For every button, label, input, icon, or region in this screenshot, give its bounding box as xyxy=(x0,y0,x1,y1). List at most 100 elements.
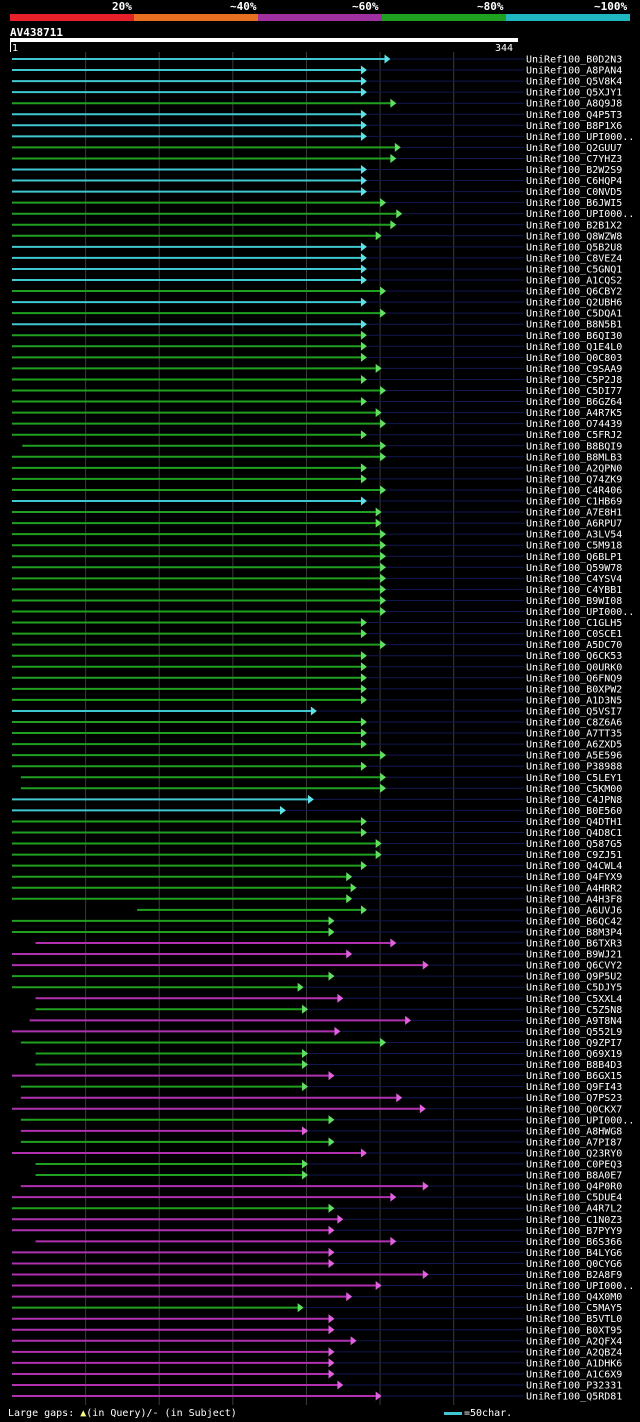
hit-name-label[interactable]: UniRef100_Q9ZPI7 xyxy=(526,1038,622,1049)
hit-name-label[interactable]: UniRef100_B0D2N3 xyxy=(526,55,622,66)
hit-row[interactable]: UniRef100_Q2UBH6 xyxy=(12,297,622,309)
hit-name-label[interactable]: UniRef100_C5P2J8 xyxy=(526,375,622,386)
hit-row[interactable]: UniRef100_A4HRR2 xyxy=(12,883,622,894)
hit-row[interactable]: UniRef100_Q587G5 xyxy=(12,839,622,850)
hit-name-label[interactable]: UniRef100_B4LYG6 xyxy=(526,1248,622,1259)
hit-name-label[interactable]: UniRef100_C1N0Z3 xyxy=(526,1215,622,1226)
hit-name-label[interactable]: UniRef100_Q5B2U8 xyxy=(526,242,622,253)
hit-row[interactable]: UniRef100_A8HWG8 xyxy=(20,1126,622,1137)
hit-name-label[interactable]: UniRef100_A5E596 xyxy=(526,751,622,762)
hit-name-label[interactable]: UniRef100_Q0C803 xyxy=(526,353,622,364)
hit-name-label[interactable]: UniRef100_Q6CBY2 xyxy=(526,287,622,298)
hit-name-label[interactable]: UniRef100_A8Q9J8 xyxy=(526,99,622,110)
hit-row[interactable]: UniRef100_A9T8N4 xyxy=(29,1015,623,1027)
hit-row[interactable]: UniRef100_A4R7L2 xyxy=(12,1203,622,1215)
hit-name-label[interactable]: UniRef100_B6GX15 xyxy=(526,1071,622,1082)
hit-row[interactable]: UniRef100_A1CQS2 xyxy=(12,275,622,287)
hit-row[interactable]: UniRef100_O74439 xyxy=(12,419,622,430)
hit-row[interactable]: UniRef100_Q4P0R0 xyxy=(20,1181,622,1193)
hit-row[interactable]: UniRef100_B0E560 xyxy=(12,805,622,817)
hit-name-label[interactable]: UniRef100_B0XT95 xyxy=(526,1325,622,1336)
hit-name-label[interactable]: UniRef100_UPI000.. xyxy=(526,209,634,220)
hit-name-label[interactable]: UniRef100_Q5RD81 xyxy=(526,1392,622,1403)
hit-name-label[interactable]: UniRef100_C5Z5N8 xyxy=(526,1005,622,1016)
hit-name-label[interactable]: UniRef100_Q6BLP1 xyxy=(526,552,622,563)
hit-name-label[interactable]: UniRef100_C5MAY5 xyxy=(526,1303,622,1314)
hit-name-label[interactable]: UniRef100_C7YHZ3 xyxy=(526,154,622,165)
hit-row[interactable]: UniRef100_B2A8F9 xyxy=(12,1270,622,1281)
hit-name-label[interactable]: UniRef100_A1CQS2 xyxy=(526,276,622,287)
hit-name-label[interactable]: UniRef100_C6HQP4 xyxy=(526,176,622,187)
hit-name-label[interactable]: UniRef100_C5DUE4 xyxy=(526,1193,622,1204)
hit-name-label[interactable]: UniRef100_A4H3F8 xyxy=(526,894,622,905)
hit-row[interactable]: UniRef100_C8Z6A6 xyxy=(12,717,622,729)
hit-row[interactable]: UniRef100_C1HB69 xyxy=(12,496,622,508)
hit-row[interactable]: UniRef100_Q74ZK9 xyxy=(12,474,622,485)
hit-row[interactable]: UniRef100_C4YSV4 xyxy=(12,573,622,585)
hit-row[interactable]: UniRef100_C7YHZ3 xyxy=(12,153,622,165)
hit-name-label[interactable]: UniRef100_Q6FNQ9 xyxy=(526,673,622,684)
hit-name-label[interactable]: UniRef100_UPI000.. xyxy=(526,607,634,618)
hit-row[interactable]: UniRef100_C0SCE1 xyxy=(12,629,622,640)
hit-name-label[interactable]: UniRef100_C5DJY5 xyxy=(526,983,622,994)
hit-row[interactable]: UniRef100_Q6CBY2 xyxy=(12,286,622,298)
hit-row[interactable]: UniRef100_C5MAY5 xyxy=(12,1303,622,1314)
hit-row[interactable]: UniRef100_UPI000.. xyxy=(12,209,634,220)
hit-row[interactable]: UniRef100_B9WI08 xyxy=(12,595,622,607)
hit-name-label[interactable]: UniRef100_A7TT35 xyxy=(526,729,622,740)
hit-name-label[interactable]: UniRef100_C4JPN8 xyxy=(526,795,622,806)
hit-name-label[interactable]: UniRef100_Q6CVY2 xyxy=(526,961,622,972)
hit-row[interactable]: UniRef100_B0XPW2 xyxy=(12,684,622,695)
hit-row[interactable]: UniRef100_UPI000.. xyxy=(12,1281,634,1292)
hit-row[interactable]: UniRef100_Q5V8K4 xyxy=(12,76,622,88)
hit-name-label[interactable]: UniRef100_Q4FYX9 xyxy=(526,872,622,883)
hit-row[interactable]: UniRef100_Q6CK53 xyxy=(12,651,622,662)
hit-name-label[interactable]: UniRef100_A1DHK6 xyxy=(526,1358,622,1369)
hit-row[interactable]: UniRef100_Q23RY0 xyxy=(12,1148,622,1159)
hit-name-label[interactable]: UniRef100_C5FRJ2 xyxy=(526,430,622,441)
hit-name-label[interactable]: UniRef100_C4R406 xyxy=(526,485,622,496)
hit-row[interactable]: UniRef100_B8MLB3 xyxy=(12,452,622,463)
hit-name-label[interactable]: UniRef100_B8A0E7 xyxy=(526,1171,622,1182)
hit-row[interactable]: UniRef100_C5XXL4 xyxy=(35,993,623,1005)
hit-row[interactable]: UniRef100_B6QI30 xyxy=(12,330,622,342)
hit-row[interactable]: UniRef100_B9WJ21 xyxy=(12,949,622,961)
hit-row[interactable]: UniRef100_B8B4D3 xyxy=(35,1060,623,1071)
hit-row[interactable]: UniRef100_C9ZJ51 xyxy=(12,850,622,861)
hit-row[interactable]: UniRef100_B8P1X6 xyxy=(12,120,622,132)
hit-name-label[interactable]: UniRef100_Q7PS23 xyxy=(526,1093,622,1104)
hit-name-label[interactable]: UniRef100_Q1E4L0 xyxy=(526,342,622,353)
hit-name-label[interactable]: UniRef100_A4R7K5 xyxy=(526,408,622,419)
hit-name-label[interactable]: UniRef100_A1D3N5 xyxy=(526,695,622,706)
hit-row[interactable]: UniRef100_C0PEQ3 xyxy=(35,1159,623,1171)
hit-row[interactable]: UniRef100_P32331 xyxy=(12,1380,622,1392)
hit-row[interactable]: UniRef100_A6RPU7 xyxy=(12,518,622,530)
hit-name-label[interactable]: UniRef100_B6QI30 xyxy=(526,331,622,342)
hit-row[interactable]: UniRef100_A1C6X9 xyxy=(12,1369,622,1380)
hit-row[interactable]: UniRef100_B6S366 xyxy=(35,1236,623,1248)
hit-row[interactable]: UniRef100_B5VTL0 xyxy=(12,1314,622,1325)
hit-row[interactable]: UniRef100_B8M3P4 xyxy=(12,927,622,938)
hit-row[interactable]: UniRef100_Q552L9 xyxy=(12,1026,622,1038)
hit-name-label[interactable]: UniRef100_B5VTL0 xyxy=(526,1314,622,1325)
hit-row[interactable]: UniRef100_C5P2J8 xyxy=(12,374,622,386)
hit-name-label[interactable]: UniRef100_A2QPN0 xyxy=(526,463,622,474)
hit-row[interactable]: UniRef100_A1D3N5 xyxy=(12,695,622,706)
hit-name-label[interactable]: UniRef100_Q2GUU7 xyxy=(526,143,622,154)
hit-name-label[interactable]: UniRef100_B2B1X2 xyxy=(526,220,622,231)
hit-row[interactable]: UniRef100_B6GX15 xyxy=(12,1071,622,1082)
hit-name-label[interactable]: UniRef100_Q2UBH6 xyxy=(526,298,622,309)
hit-row[interactable]: UniRef100_A7TT35 xyxy=(12,728,622,740)
hit-name-label[interactable]: UniRef100_A7PI87 xyxy=(526,1137,622,1148)
hit-name-label[interactable]: UniRef100_A2QBZ4 xyxy=(526,1347,622,1358)
hit-name-label[interactable]: UniRef100_C0SCE1 xyxy=(526,629,622,640)
hit-name-label[interactable]: UniRef100_A1C6X9 xyxy=(526,1369,622,1380)
hit-row[interactable]: UniRef100_A7E8H1 xyxy=(12,507,622,519)
hit-row[interactable]: UniRef100_A6ZXD5 xyxy=(12,739,622,751)
hit-row[interactable]: UniRef100_Q4D8C1 xyxy=(12,828,622,839)
hit-row[interactable]: UniRef100_A6UVJ6 xyxy=(137,905,622,916)
hit-name-label[interactable]: UniRef100_C9ZJ51 xyxy=(526,850,622,861)
hit-name-label[interactable]: UniRef100_A5DC70 xyxy=(526,640,622,651)
hit-row[interactable]: UniRef100_C0NVD5 xyxy=(12,187,622,198)
hit-name-label[interactable]: UniRef100_UPI000.. xyxy=(526,1281,634,1292)
